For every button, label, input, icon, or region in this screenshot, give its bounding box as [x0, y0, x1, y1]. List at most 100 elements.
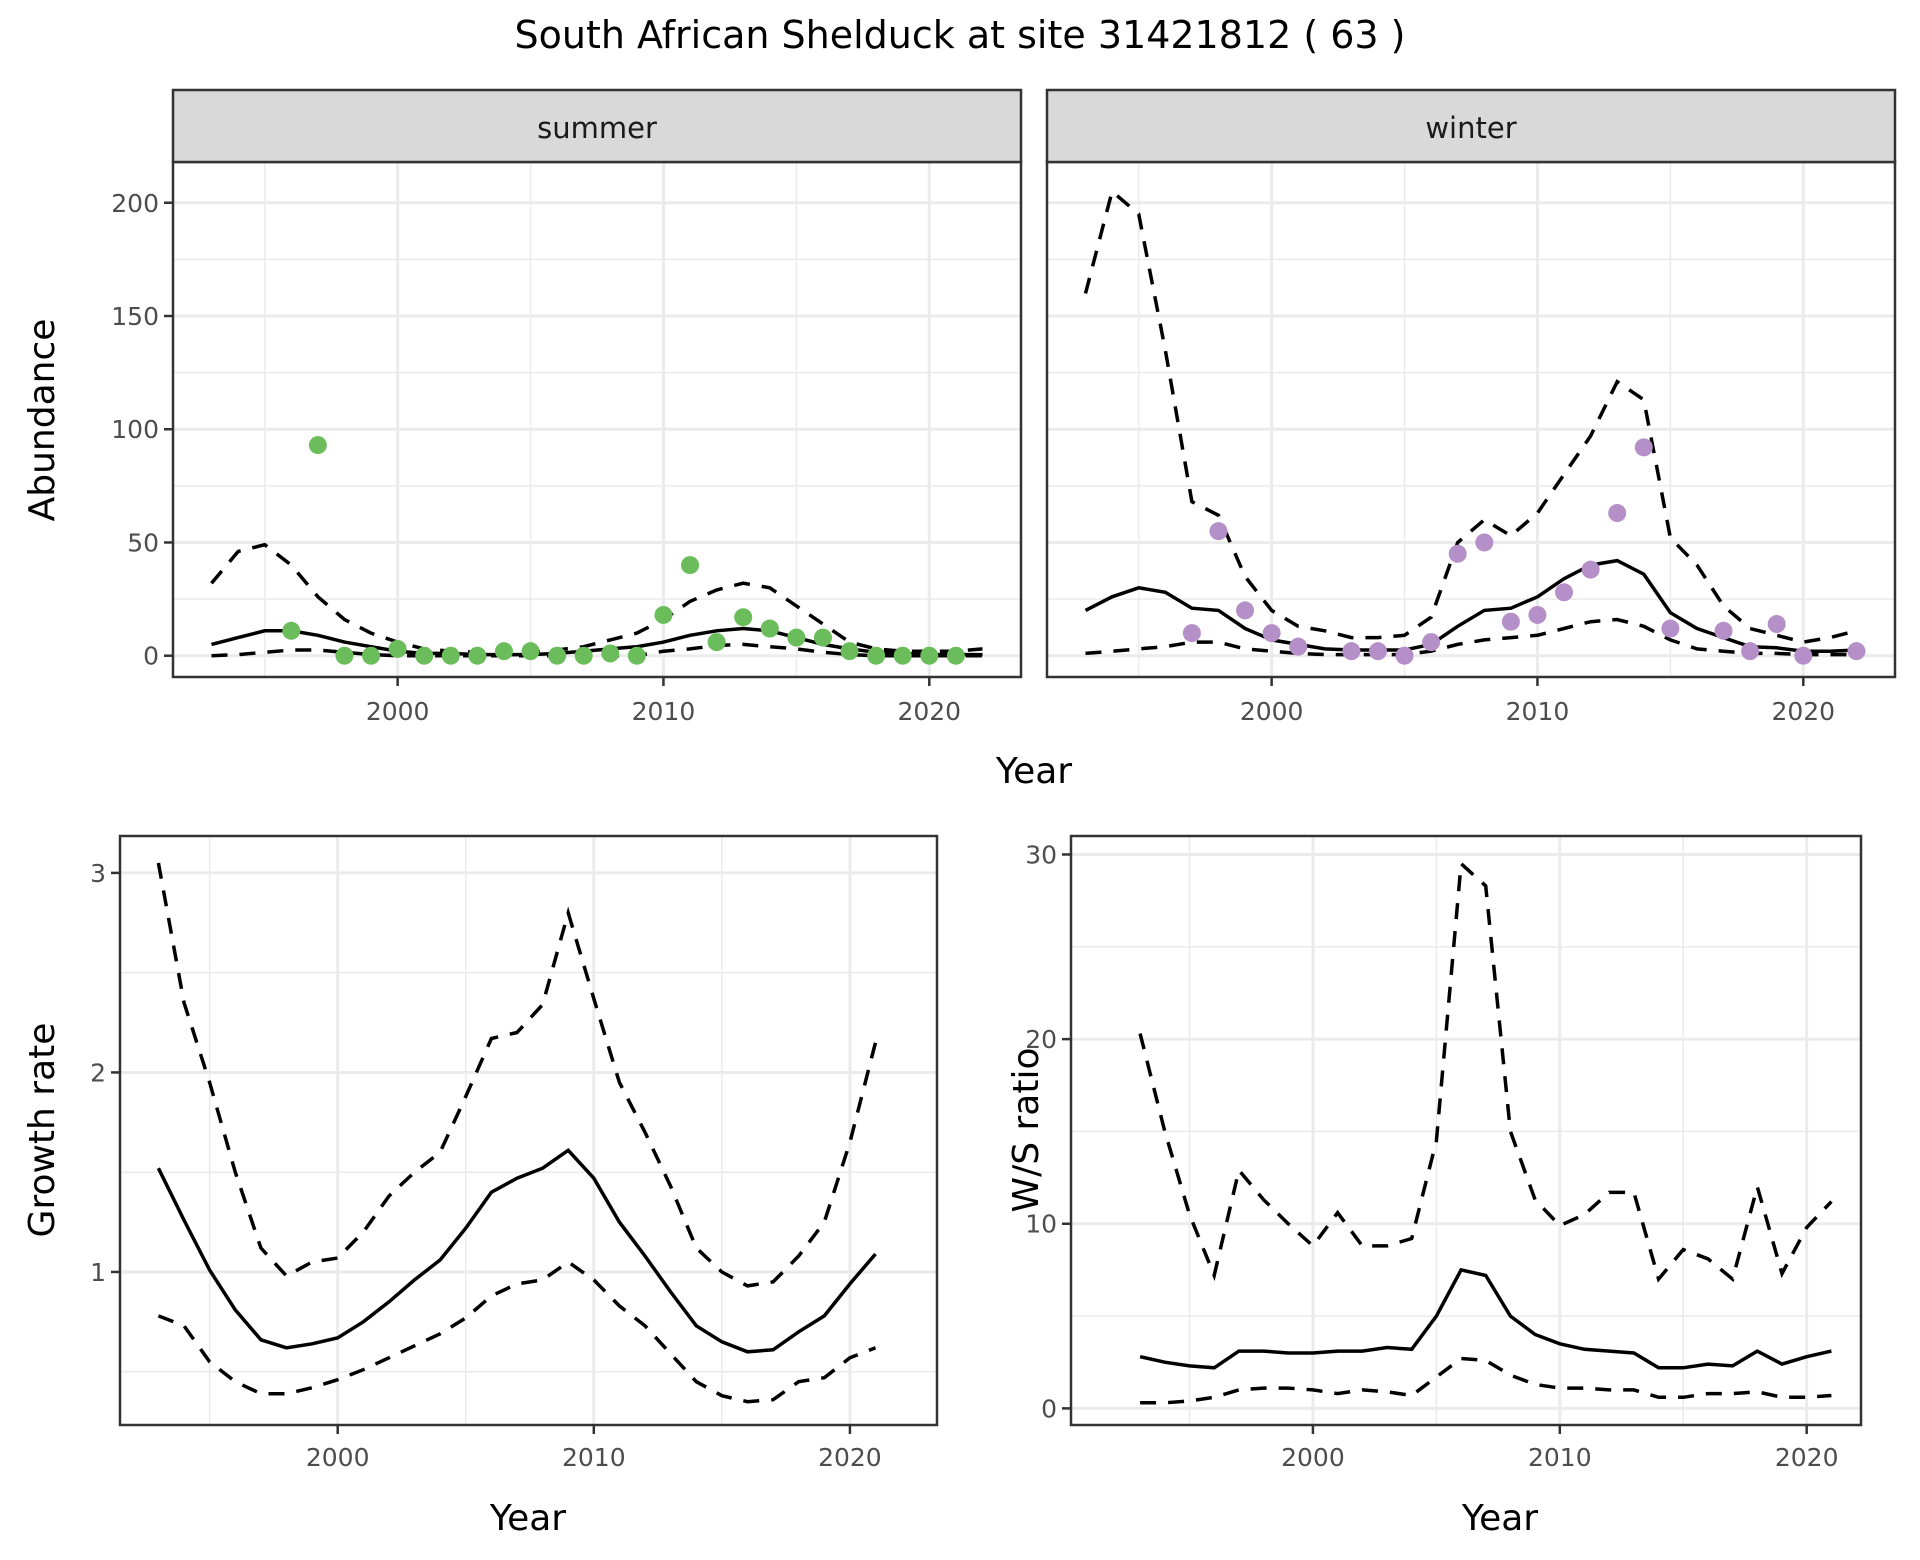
x-tick-label: 2000 [1240, 697, 1304, 726]
lower-bound-line [1085, 617, 1857, 657]
data-point [441, 646, 460, 665]
data-point [1741, 642, 1760, 661]
lower-bound-line [1140, 1356, 1832, 1405]
growth-x-axis-title: Year [489, 1498, 566, 1539]
x-tick-label: 2000 [366, 697, 430, 726]
data-point [1209, 522, 1228, 541]
data-point [707, 633, 726, 652]
data-point [601, 644, 620, 663]
panel-background [1047, 162, 1895, 677]
upper-bound-line [1138, 860, 1833, 1283]
data-point [867, 646, 886, 665]
upper-bound-line [210, 542, 983, 655]
ws-y-axis-title: W/S ratio [1006, 1047, 1047, 1212]
data-point [893, 646, 912, 665]
x-tick-label: 2020 [897, 697, 961, 726]
y-tick-label: 0 [1041, 1394, 1057, 1423]
y-tick-label: 150 [111, 302, 159, 331]
panel-border [1069, 834, 1863, 1427]
upper-bound-line [156, 862, 878, 1288]
panel-background [1071, 836, 1861, 1425]
data-point [1767, 615, 1786, 634]
x-tick-label: 2020 [1775, 1443, 1839, 1472]
y-tick-label: 200 [111, 189, 159, 218]
panel-winter: 2000 2010 2020 [1045, 88, 1897, 726]
chart-title: South African Shelduck at site 31421812 … [514, 13, 1405, 57]
data-point [946, 646, 965, 665]
ws-x-axis-title: Year [1461, 1498, 1538, 1539]
y-tick-label: 30 [1025, 840, 1057, 869]
y-tick-label: 50 [127, 528, 159, 557]
data-point [1182, 624, 1201, 643]
data-point [920, 646, 939, 665]
upper-bound-line [1083, 188, 1857, 644]
data-point [1448, 544, 1467, 563]
data-point [362, 646, 381, 665]
data-point [1475, 533, 1494, 552]
data-point [1262, 624, 1281, 643]
data-point [1528, 605, 1547, 624]
data-point [1608, 504, 1627, 523]
data-point [494, 642, 513, 661]
data-point [308, 436, 327, 455]
data-point [1555, 583, 1574, 602]
data-point [282, 621, 301, 640]
data-point [813, 628, 832, 647]
panel-ws: 2000 2010 2020 0 10 20 30 [1025, 834, 1863, 1472]
x-tick-label: 2010 [1528, 1443, 1592, 1472]
mean-line [1084, 558, 1857, 653]
data-point [627, 646, 646, 665]
data-point [335, 646, 354, 665]
data-point [388, 639, 407, 658]
top-x-axis-title: Year [995, 751, 1072, 792]
y-tick-label: 1 [90, 1258, 106, 1287]
y-tick-label: 0 [143, 642, 159, 671]
x-tick-label: 2000 [306, 1443, 370, 1472]
data-point [1794, 646, 1813, 665]
data-point [1501, 612, 1520, 631]
data-point [681, 556, 700, 575]
growth-y-axis-title: Growth rate [22, 1023, 63, 1238]
data-point [840, 642, 859, 661]
data-point [548, 646, 567, 665]
mean-line [1139, 1267, 1832, 1370]
data-point [1714, 621, 1733, 640]
data-point [654, 605, 673, 624]
y-tick-label: 10 [1025, 1210, 1057, 1239]
data-point [1236, 601, 1255, 620]
data-point [1581, 560, 1600, 579]
panel-background [120, 836, 937, 1425]
x-tick-label: 2010 [1506, 697, 1570, 726]
facet-strip-winter [1045, 88, 1897, 164]
y-tick-label: 100 [111, 415, 159, 444]
data-point [1368, 642, 1387, 661]
x-tick-label: 2000 [1281, 1443, 1345, 1472]
strip-label-winter: winter [1425, 111, 1516, 145]
panel-background [173, 162, 1021, 677]
data-point [787, 628, 806, 647]
strip-label-summer: summer [537, 111, 657, 145]
panel-border [118, 834, 939, 1427]
data-point [1634, 438, 1653, 457]
panel-growth: 2000 2010 2020 1 2 3 [90, 834, 939, 1472]
data-point [415, 646, 434, 665]
x-tick-label: 2020 [1771, 697, 1835, 726]
x-tick-label: 2010 [562, 1443, 626, 1472]
data-point [521, 642, 540, 661]
top-y-axis-title: Abundance [22, 319, 63, 522]
data-point [1342, 642, 1361, 661]
data-point [1661, 619, 1680, 638]
data-point [760, 619, 779, 638]
data-point [1395, 646, 1414, 665]
mean-line [156, 1147, 877, 1354]
y-tick-label: 2 [90, 1058, 106, 1087]
data-point [574, 646, 593, 665]
x-tick-label: 2010 [632, 697, 696, 726]
data-point [734, 608, 753, 627]
y-tick-label: 3 [90, 859, 106, 888]
data-point [1289, 637, 1308, 656]
facet-strip-summer [171, 88, 1023, 164]
data-point [1847, 642, 1866, 661]
y-tick-label: 20 [1025, 1025, 1057, 1054]
